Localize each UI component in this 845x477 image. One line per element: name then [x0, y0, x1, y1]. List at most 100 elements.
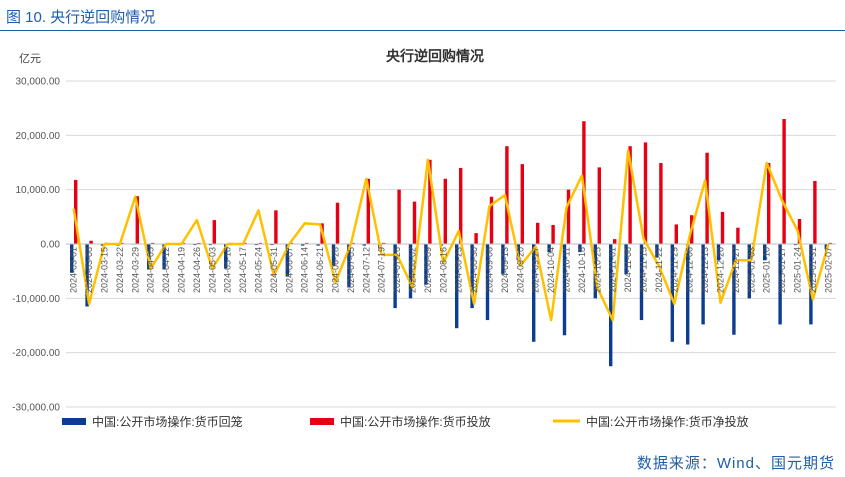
bar-withdraw	[193, 244, 197, 246]
bar-inject	[720, 211, 725, 244]
bar-inject	[351, 242, 355, 244]
x-tick-label: 2025-01-31	[808, 247, 818, 293]
bar-inject	[489, 196, 494, 244]
legend-label-net: 中国:公开市场操作:货币净投放	[586, 414, 749, 429]
x-tick-labels: 2024-03-01 2024-03-08 2024-03-15 2024-03-22…	[69, 247, 834, 293]
x-tick-label: 2024-08-30	[469, 247, 479, 293]
legend-label-inject: 中国:公开市场操作:货币投放	[340, 414, 491, 429]
bar-withdraw	[455, 244, 459, 329]
x-tick-label: 2024-06-14	[300, 247, 310, 293]
x-tick-label: 2024-06-21	[315, 247, 325, 293]
bar-inject	[382, 242, 386, 244]
y-tick-label: 10,000.00	[16, 185, 61, 196]
bar-inject	[243, 242, 247, 244]
bar-withdraw	[316, 244, 320, 246]
bar-inject	[736, 227, 740, 244]
x-tick-label: 2024-12-20	[716, 247, 726, 293]
x-tick-label: 2024-08-23	[454, 247, 464, 293]
bar-inject	[212, 220, 216, 244]
x-tick-label: 2024-09-06	[485, 247, 495, 293]
bar-withdraw	[362, 244, 366, 246]
x-tick-label: 2024-12-06	[685, 247, 695, 293]
bar-inject	[628, 146, 632, 244]
x-tick-label: 2024-08-02	[408, 247, 418, 293]
chart-legend: 中国:公开市场操作:货币回笼 中国:公开市场操作:货币投放 中国:公开市场操作:…	[62, 414, 749, 429]
bar-withdraw	[655, 244, 659, 258]
x-tick-label: 2024-07-05	[346, 247, 356, 293]
bar-inject	[643, 142, 648, 244]
net-injection-line	[72, 149, 830, 322]
bar-inject	[258, 242, 263, 244]
y-tick-label: -30,000.00	[12, 403, 60, 414]
bar-withdraw	[609, 244, 613, 367]
x-tick-label: 2025-01-24	[793, 247, 803, 293]
y-tick-label: 30,000.00	[16, 77, 61, 88]
bar-inject	[274, 210, 278, 244]
bar-withdraw	[501, 244, 505, 274]
bar-withdraw	[778, 244, 782, 325]
bar-withdraw	[701, 244, 705, 325]
bar-inject	[397, 189, 401, 244]
bar-withdraw	[763, 244, 767, 261]
bar-inject	[551, 224, 555, 244]
bar-inject	[135, 196, 139, 244]
withdraw-bars	[70, 244, 828, 367]
x-tick-label: 2025-01-03	[746, 247, 756, 293]
bar-inject	[459, 167, 463, 244]
x-tick-label: 2024-09-27	[531, 247, 541, 293]
bar-withdraw	[347, 244, 351, 288]
bar-withdraw	[100, 244, 105, 246]
bar-inject	[597, 167, 601, 244]
bar-withdraw	[547, 244, 551, 253]
legend-item-withdraw: 中国:公开市场操作:货币回笼	[62, 414, 243, 429]
x-tick-label: 2024-09-20	[515, 247, 525, 293]
bar-inject	[474, 233, 478, 244]
x-tick-label: 2024-10-04	[546, 247, 556, 293]
x-tick-label: 2024-06-07	[284, 247, 294, 293]
bar-withdraw	[270, 244, 274, 246]
bar-inject	[181, 242, 186, 244]
bar-withdraw	[747, 244, 751, 299]
x-tick-label: 2024-11-29	[669, 247, 679, 292]
x-tick-label: 2024-11-01	[608, 247, 618, 292]
chart-title: 央行逆回购情况	[386, 48, 484, 64]
figure-caption: 图 10. 央行逆回购情况	[6, 9, 156, 26]
x-tick-label: 2024-12-27	[731, 247, 741, 293]
bar-withdraw	[532, 244, 536, 342]
x-tick-label: 2024-05-31	[269, 247, 279, 293]
bar-withdraw	[686, 244, 690, 345]
bar-withdraw	[485, 244, 490, 321]
caption-divider	[0, 30, 845, 31]
bar-withdraw	[85, 244, 89, 307]
bar-inject	[366, 178, 370, 244]
x-tick-label: 2024-05-03	[207, 247, 217, 293]
x-tick-label: 2024-05-17	[238, 247, 248, 293]
bar-inject	[89, 240, 93, 244]
x-tick-label: 2024-03-01	[69, 247, 79, 293]
reverse-repo-chart: 央行逆回购情况 亿元 30,000.00 20,000.00 10,000.00 0.…	[12, 48, 836, 429]
bar-inject	[443, 178, 447, 244]
x-tick-label: 2025-02-07	[823, 247, 833, 293]
x-tick-label: 2024-03-29	[130, 247, 140, 293]
x-tick-label: 2024-04-19	[177, 247, 187, 293]
bar-inject	[305, 242, 309, 244]
bar-inject	[797, 219, 802, 244]
x-tick-label: 2024-03-15	[100, 247, 110, 293]
bar-withdraw	[331, 244, 336, 266]
bar-withdraw	[639, 244, 644, 321]
y-tick-labels: 30,000.00 20,000.00 10,000.00 0.00 -10,000.0…	[12, 77, 60, 414]
bar-withdraw	[732, 244, 736, 335]
x-tick-label: 2025-01-10	[762, 247, 772, 293]
bar-withdraw	[562, 244, 567, 336]
legend-label-withdraw: 中国:公开市场操作:货币回笼	[92, 414, 243, 429]
x-tick-label: 2024-09-13	[500, 247, 510, 293]
legend-swatch-withdraw	[62, 418, 86, 425]
bar-withdraw	[254, 244, 259, 246]
bar-inject	[674, 224, 678, 244]
bar-withdraw	[624, 244, 628, 274]
bar-withdraw	[578, 244, 582, 253]
x-tick-label: 2024-07-26	[392, 247, 402, 293]
bar-inject	[613, 239, 617, 244]
x-tick-label: 2024-11-08	[623, 247, 633, 292]
x-tick-label: 2024-11-15	[639, 247, 649, 292]
